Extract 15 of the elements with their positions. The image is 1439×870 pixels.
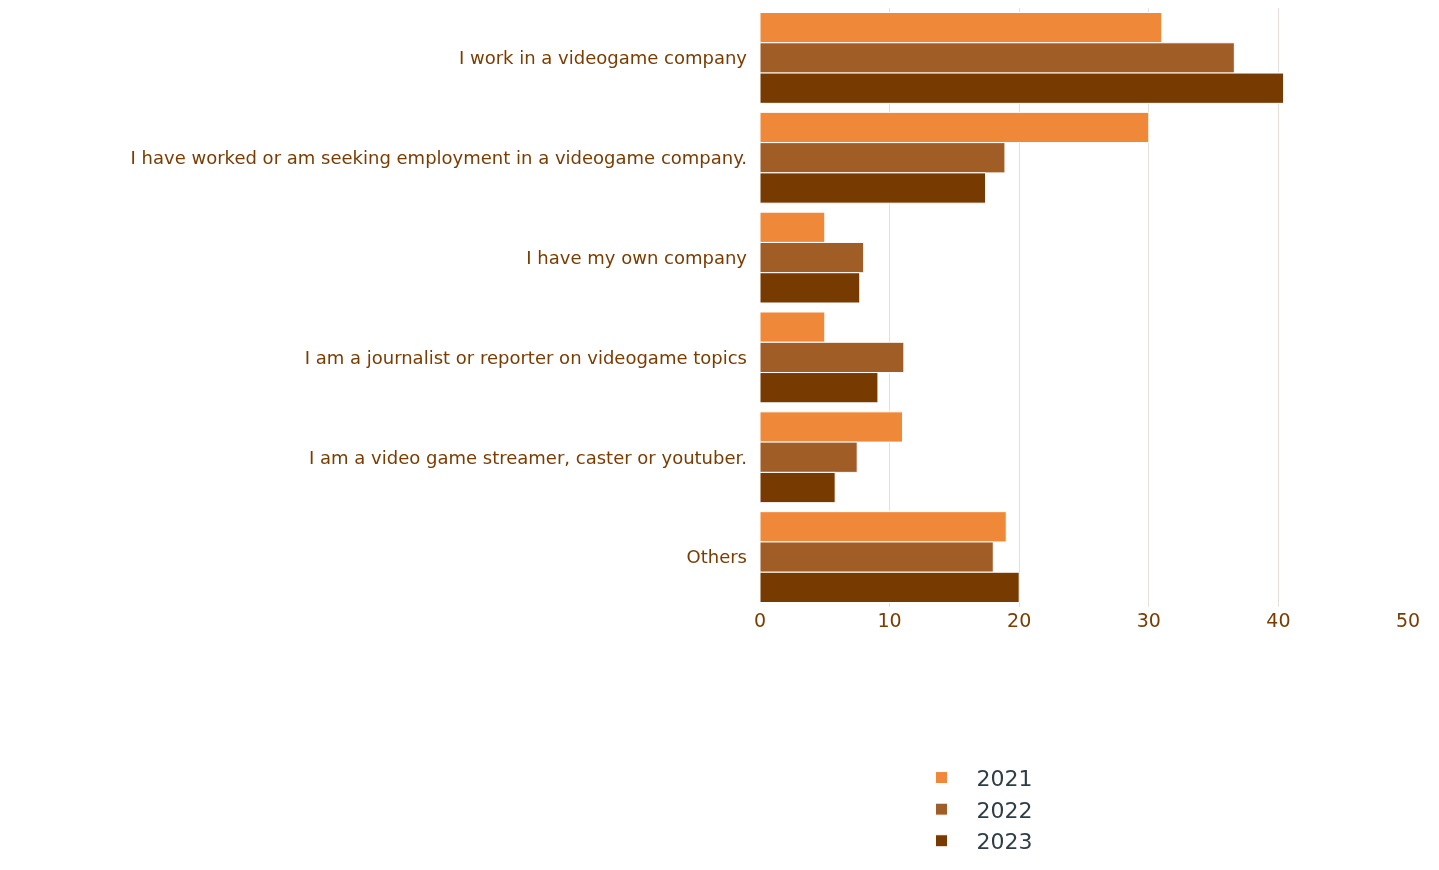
x-tick-label: 10: [877, 609, 902, 631]
x-tick-label: 0: [753, 609, 767, 631]
x-tick-label: 20: [1007, 609, 1032, 631]
x-tick-label: 30: [1136, 609, 1161, 631]
y-tick-label: Others: [686, 546, 747, 568]
y-tick-label: I have my own company: [526, 246, 748, 268]
y-tick-label: I am a video game streamer, caster or youtuber.: [309, 446, 747, 468]
legend-label: 2022: [976, 797, 1033, 823]
x-tick-label: 40: [1266, 609, 1291, 631]
legend-label: 2021: [976, 766, 1033, 792]
x-tick-label: 50: [1395, 609, 1421, 631]
y-tick-label: I have worked or am seeking employment in a videogame company.: [130, 147, 747, 169]
y-tick-label: I am a journalist or reporter on videogame topics: [304, 346, 747, 368]
legend-label: 2023: [976, 829, 1033, 855]
y-tick-label: I work in a videogame company: [458, 47, 748, 69]
